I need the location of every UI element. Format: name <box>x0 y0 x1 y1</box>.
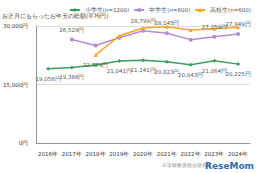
svg-text:2022年: 2022年 <box>181 151 201 157</box>
svg-text:15,000円: 15,000円 <box>3 82 28 88</box>
svg-text:お正月にもらったお年玉の総額(平均円): お正月にもらったお年玉の総額(平均円) <box>2 12 108 19</box>
svg-text:©学研教育総合研究所: ©学研教育総合研究所 <box>162 161 212 168</box>
svg-text:26,529円: 26,529円 <box>59 27 84 33</box>
svg-text:30,000円: 30,000円 <box>3 23 28 29</box>
svg-text:ReseMom: ReseMom <box>205 161 254 171</box>
svg-text:2020年: 2020年 <box>133 151 153 157</box>
svg-text:28,145円: 28,145円 <box>154 20 179 26</box>
svg-text:27,259円: 27,259円 <box>202 24 227 30</box>
svg-text:2019年: 2019年 <box>109 151 129 157</box>
svg-text:2021年: 2021年 <box>157 151 177 157</box>
svg-text:21,041円: 21,041円 <box>107 68 132 74</box>
svg-text:2024年: 2024年 <box>228 151 248 157</box>
svg-text:2023年: 2023年 <box>204 151 224 157</box>
svg-text:21,241円: 21,241円 <box>130 67 155 73</box>
svg-text:小学生(n=1200): 小学生(n=1200) <box>85 7 129 13</box>
svg-text:19,386円: 19,386円 <box>59 74 84 80</box>
svg-text:22,579円: 22,579円 <box>83 62 108 68</box>
svg-text:2016年: 2016年 <box>38 151 58 157</box>
svg-text:20,823円: 20,823円 <box>154 69 179 75</box>
svg-text:21,064円: 21,064円 <box>202 68 227 74</box>
svg-text:中学生(n=600): 中学生(n=600) <box>149 7 190 13</box>
svg-text:0円: 0円 <box>19 140 29 146</box>
svg-text:2017年: 2017年 <box>62 151 82 157</box>
svg-text:27,949円: 27,949円 <box>225 21 250 27</box>
svg-text:19,056円: 19,056円 <box>35 76 60 82</box>
svg-text:28,799円: 28,799円 <box>130 18 155 24</box>
svg-text:2018年: 2018年 <box>86 151 106 157</box>
svg-text:20,043円: 20,043円 <box>178 72 203 78</box>
svg-text:高校生(n=600): 高校生(n=600) <box>210 6 251 13</box>
svg-text:20,225円: 20,225円 <box>225 71 250 77</box>
